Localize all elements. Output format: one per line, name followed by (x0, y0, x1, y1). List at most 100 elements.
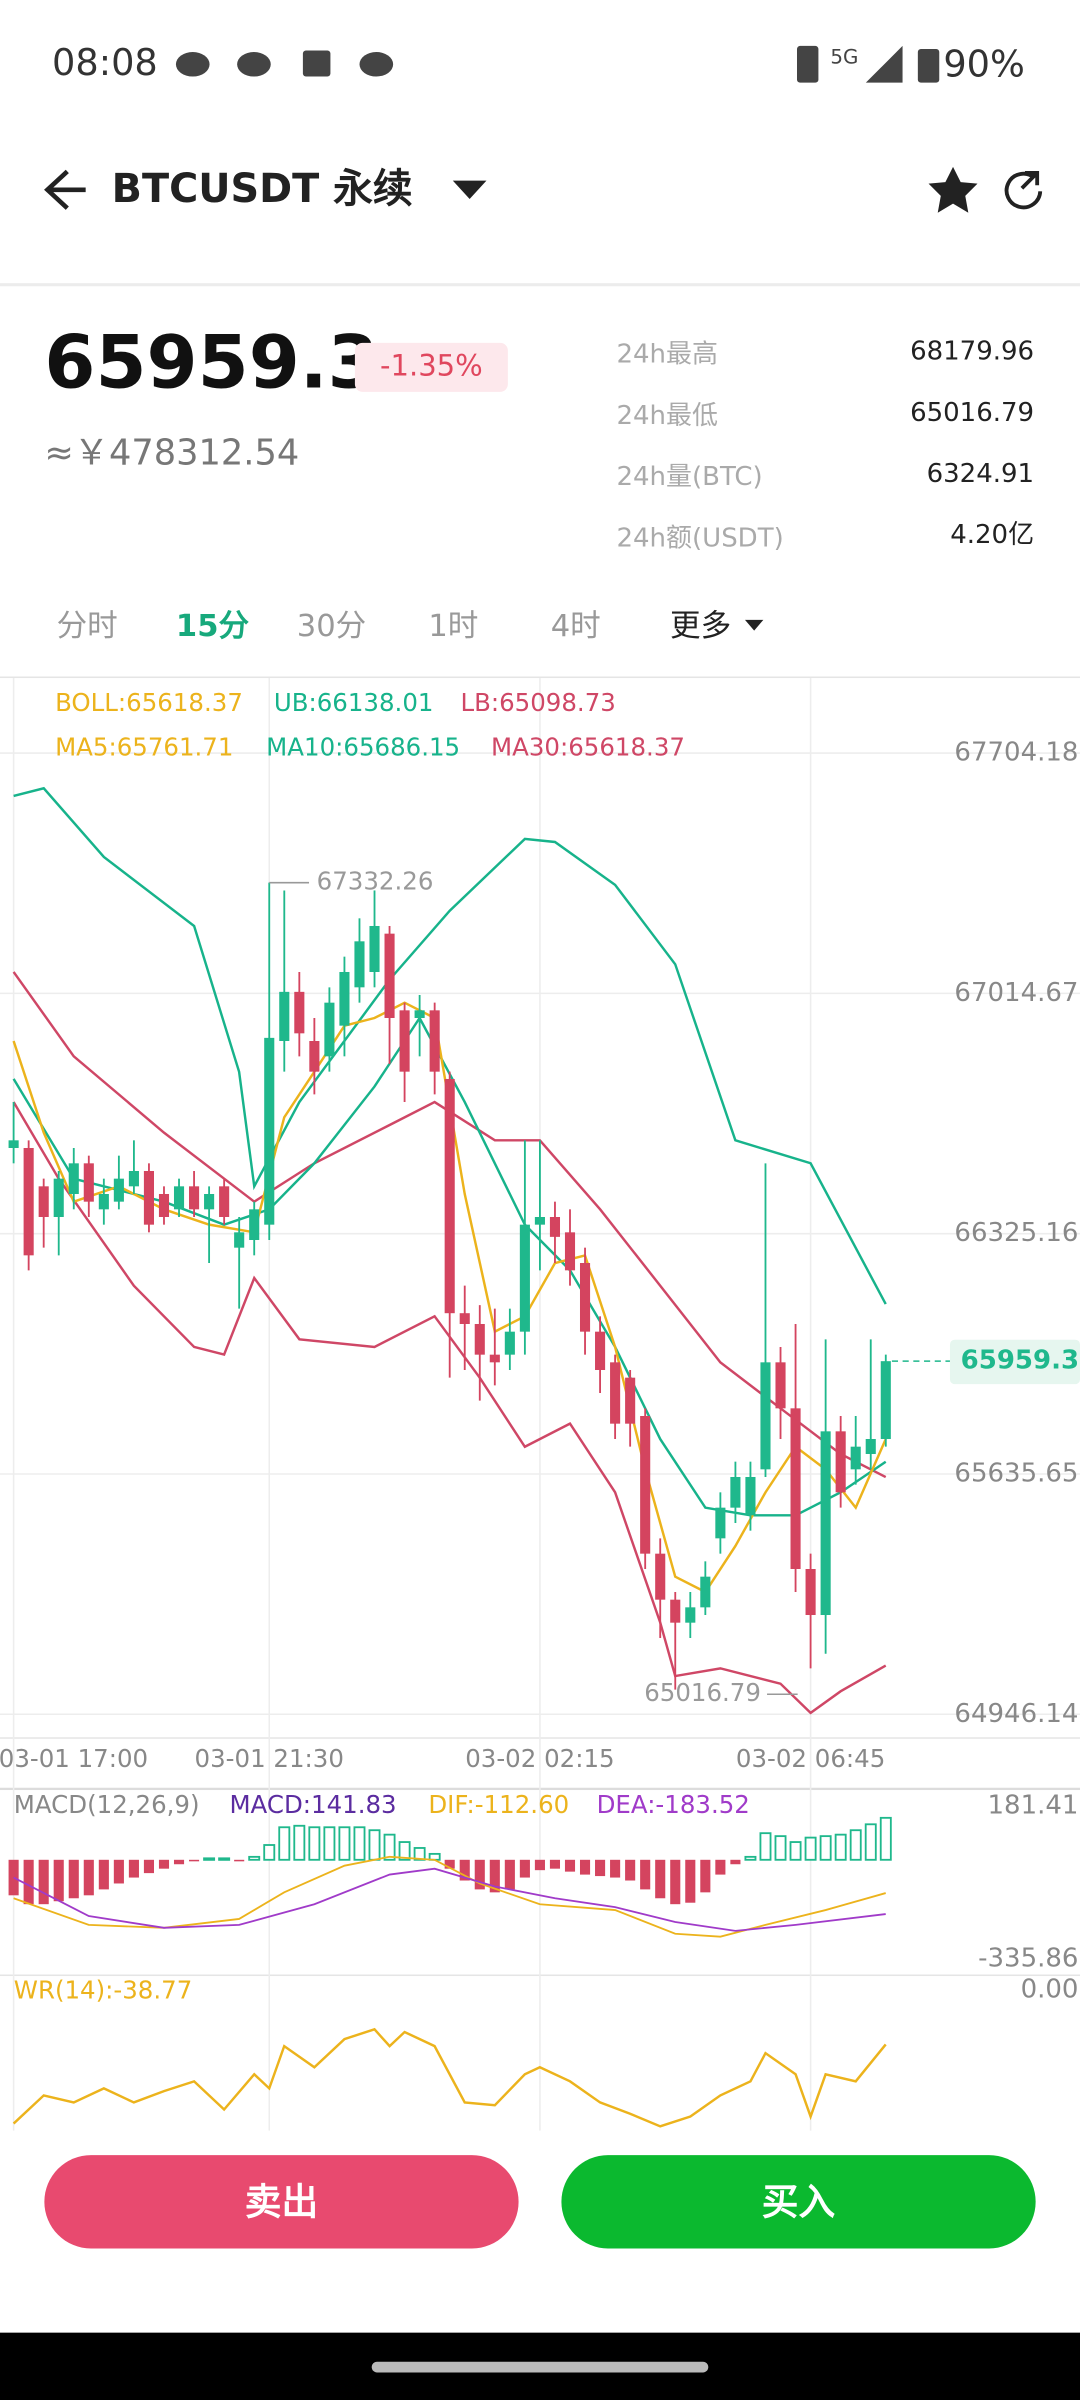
status-battery: 90% (943, 42, 1025, 85)
candle-body (534, 1217, 545, 1225)
candle-body (625, 1377, 636, 1424)
candle-body (8, 1140, 19, 1148)
candle-body (640, 1416, 651, 1554)
legend-entry: MA10:65686.15 (266, 732, 460, 761)
price-tag-label: 65959.34 (961, 1346, 1080, 1376)
sell-button[interactable] (44, 2155, 519, 2249)
candle-body (158, 1193, 170, 1218)
change-text: -1.35% (380, 348, 483, 382)
candle-body (339, 971, 350, 1026)
y-tick-label: 65635.65 (954, 1458, 1078, 1488)
candle-body (474, 1323, 485, 1355)
legend-entry: MACD:141.83 (229, 1790, 396, 1819)
macd-bar (519, 1859, 530, 1878)
candle-body (173, 1186, 185, 1210)
candle-body (835, 1431, 846, 1493)
candle-body (83, 1163, 94, 1202)
stat-value: 68179.96 (910, 337, 1034, 367)
candle-body (23, 1147, 34, 1256)
divider (0, 676, 1080, 679)
cny-price: ≈￥478312.54 (44, 433, 299, 474)
stat-label: 24h额(USDT) (616, 523, 783, 553)
y-tick-label: 181.41 (988, 1791, 1079, 1821)
macd-bar (879, 1816, 892, 1861)
candle-body (745, 1476, 756, 1516)
candle-body (189, 1186, 200, 1210)
tab[interactable]: 15分 (176, 609, 250, 644)
last-price: 65959.3 (44, 320, 378, 405)
macd-bar (308, 1826, 321, 1861)
candle-body (128, 1170, 139, 1187)
candle-body (324, 1002, 335, 1057)
candle-body (459, 1313, 470, 1324)
dropdown-icon[interactable] (452, 180, 487, 199)
macd-bar (610, 1859, 621, 1878)
legend-entry: UB:66138.01 (274, 688, 434, 717)
macd-bar (744, 1855, 757, 1861)
macd-bar (864, 1823, 877, 1861)
macd-bar (368, 1829, 381, 1861)
macd-bar (53, 1859, 64, 1902)
macd-bar (413, 1847, 426, 1861)
tabs: 分时 15分 30分 1时 4时 更多 (57, 609, 732, 644)
indicator-line (12, 1101, 887, 1715)
y-tick-label: -335.86 (978, 1944, 1078, 1974)
legend-entry: DEA:-183.52 (597, 1790, 750, 1819)
macd-bar (158, 1859, 170, 1869)
candle-body (655, 1553, 666, 1600)
macd-bar (323, 1826, 336, 1861)
candle-body (760, 1362, 771, 1470)
macd-bar (128, 1859, 139, 1878)
candle-body (264, 1037, 275, 1225)
candle-body (294, 991, 305, 1034)
indicator-line (13, 1867, 886, 1932)
stat-value: 4.20亿 (950, 520, 1034, 550)
legend-entry: MACD(12,26,9) (14, 1790, 200, 1819)
macd-bar (23, 1859, 34, 1905)
home-indicator[interactable] (371, 2361, 709, 2373)
candle-body (249, 1209, 260, 1241)
y-tick-label: 67704.18 (954, 738, 1078, 768)
y-tick-label: 66325.16 (954, 1218, 1078, 1248)
candle-body (700, 1576, 711, 1608)
back-icon[interactable] (44, 169, 86, 210)
macd-bar (293, 1824, 306, 1861)
more-icon (744, 619, 764, 631)
stat-value: 65016.79 (910, 398, 1034, 428)
status-icons (175, 45, 940, 83)
tab[interactable]: 4时 (551, 609, 601, 644)
candle-body (730, 1476, 741, 1508)
macd-bar (383, 1833, 396, 1861)
tab[interactable]: 30分 (297, 609, 367, 644)
tab[interactable]: 1时 (428, 609, 478, 644)
candle-body (850, 1446, 861, 1470)
star-icon[interactable] (928, 166, 978, 213)
stat-label: 24h最低 (616, 401, 718, 431)
x-tick-label: 03-02 02:15 (465, 1744, 614, 1773)
buy-label: 买入 (762, 2181, 836, 2224)
macd-bar (625, 1859, 636, 1881)
macd-bar (218, 1857, 231, 1861)
candle-body (204, 1193, 215, 1210)
tab[interactable]: 更多 (670, 609, 731, 644)
macd-bar (534, 1859, 545, 1871)
candle-body (685, 1607, 696, 1623)
macd-bar (143, 1859, 154, 1874)
macd-bar (459, 1859, 470, 1881)
macd-bar (234, 1859, 245, 1862)
legend-entry: BOLL:65618.37 (55, 688, 243, 717)
macd-bar (68, 1859, 79, 1899)
indicator-line (12, 1015, 887, 1517)
macd-bar (834, 1833, 847, 1861)
candle-body (354, 941, 365, 988)
candle-body (595, 1331, 606, 1370)
tab[interactable]: 分时 (57, 609, 118, 644)
candle-body (444, 1078, 455, 1314)
macd-bar (819, 1835, 832, 1861)
macd-bar (248, 1855, 261, 1861)
macd-bar (113, 1859, 124, 1884)
share-icon[interactable] (1004, 171, 1043, 210)
macd-bar (489, 1859, 500, 1893)
buy-button[interactable] (561, 2155, 1036, 2249)
